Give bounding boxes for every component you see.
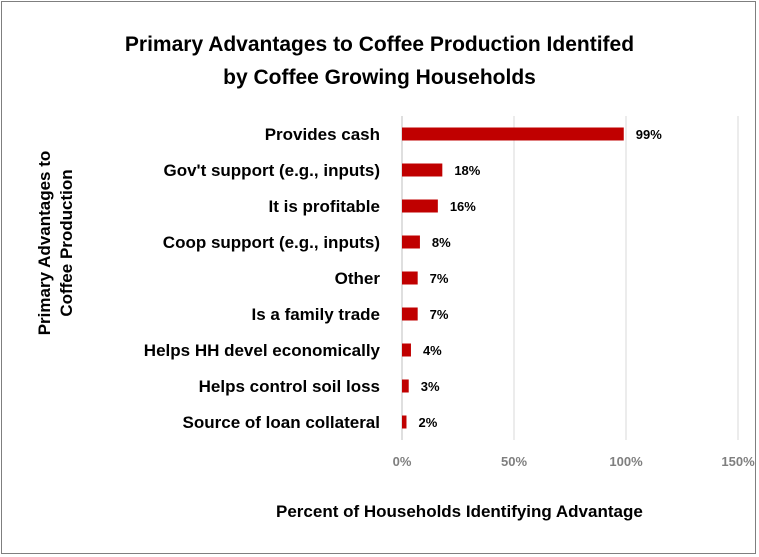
category-label-3: Coop support (e.g., inputs) <box>163 233 380 252</box>
x-tick-label-3: 150% <box>721 454 755 469</box>
x-axis-label: Percent of Households Identifying Advant… <box>276 502 643 521</box>
x-tick-label-1: 50% <box>501 454 527 469</box>
x-tick-label-2: 100% <box>609 454 643 469</box>
data-label-7: 3% <box>421 379 440 394</box>
category-label-6: Helps HH devel economically <box>144 341 381 360</box>
chart-title-line-1: Primary Advantages to Coffee Production … <box>124 33 635 56</box>
data-label-5: 7% <box>430 307 449 322</box>
bar-3 <box>402 235 420 249</box>
bar-6 <box>402 343 411 357</box>
category-label-2: It is profitable <box>269 197 380 216</box>
data-label-4: 7% <box>430 271 449 286</box>
data-label-6: 4% <box>423 343 442 358</box>
category-label-4: Other <box>335 269 381 288</box>
bar-1 <box>402 163 443 177</box>
data-label-0: 99% <box>636 127 662 142</box>
bar-5 <box>402 307 418 321</box>
category-label-5: Is a family trade <box>251 305 380 324</box>
x-tick-label-0: 0% <box>393 454 412 469</box>
bar-8 <box>402 415 407 429</box>
category-label-8: Source of loan collateral <box>183 413 380 432</box>
chart-title: Primary Advantages to Coffee Production … <box>0 28 759 94</box>
category-label-1: Gov't support (e.g., inputs) <box>163 161 380 180</box>
bar-7 <box>402 379 409 393</box>
category-label-7: Helps control soil loss <box>199 377 380 396</box>
bar-0 <box>402 127 624 141</box>
bar-4 <box>402 271 418 285</box>
data-label-2: 16% <box>450 199 476 214</box>
data-label-3: 8% <box>432 235 451 250</box>
data-label-8: 2% <box>418 415 437 430</box>
bar-2 <box>402 199 438 213</box>
data-label-1: 18% <box>454 163 480 178</box>
category-label-0: Provides cash <box>265 125 380 144</box>
chart-title-line-2: by Coffee Growing Households <box>223 66 536 89</box>
